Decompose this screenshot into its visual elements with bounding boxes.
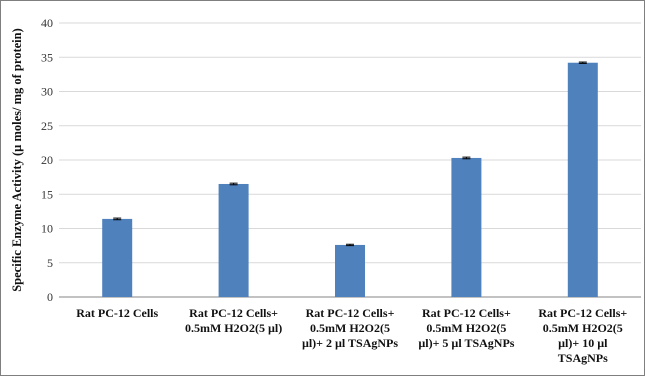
x-category-label-line: TSAgNPs bbox=[558, 351, 608, 365]
x-category-label-line: Rat PC-12 Cells+ bbox=[306, 306, 395, 320]
y-tick-label: 35 bbox=[41, 50, 53, 64]
error-bars bbox=[113, 61, 587, 247]
y-axis-label: Specific Enzyme Activity (µ moles/ mg of… bbox=[10, 28, 24, 292]
x-category-label-line: 0.5mM H2O2(5 bbox=[543, 321, 623, 335]
gridlines bbox=[59, 22, 641, 298]
error-bar bbox=[113, 217, 122, 221]
y-tick-labels: 0 5 10 15 20 25 30 35 40 bbox=[41, 16, 53, 304]
bars bbox=[102, 62, 598, 298]
bar bbox=[102, 218, 133, 297]
x-category-label-line: Rat PC-12 Cells bbox=[76, 306, 158, 320]
bar bbox=[567, 62, 598, 298]
x-category-label-line: Rat PC-12 Cells+ bbox=[422, 306, 511, 320]
y-tick-label: 40 bbox=[41, 16, 53, 30]
x-category-label: Rat PC-12 Cells+ 0.5mM H2O2(5 µl)+ 10 µl TS… bbox=[538, 306, 627, 365]
bar bbox=[335, 244, 365, 297]
y-tick-label: 20 bbox=[41, 153, 53, 167]
bar bbox=[218, 183, 249, 297]
x-category-label-line: Rat PC-12 Cells+ bbox=[189, 306, 278, 320]
y-tick-label: 30 bbox=[41, 85, 53, 99]
y-tick-label: 10 bbox=[41, 222, 53, 236]
y-tick-label: 0 bbox=[47, 290, 53, 304]
x-category-label-line: µl)+ 5 µl TSAgNPs bbox=[418, 336, 514, 350]
bar bbox=[451, 157, 482, 297]
x-category-label-line: 0.5mM H2O2(5 bbox=[310, 321, 390, 335]
x-category-label-line: Rat PC-12 Cells+ bbox=[538, 306, 627, 320]
x-category-label: Rat PC-12 Cells+ 0.5mM H2O2(5 µl)+ 2 µl TS… bbox=[302, 306, 398, 350]
error-bar bbox=[462, 156, 471, 160]
y-tick-label: 25 bbox=[41, 119, 53, 133]
error-bar bbox=[578, 61, 587, 64]
x-category-label-line: µl)+ 2 µl TSAgNPs bbox=[302, 336, 398, 350]
x-category-label: Rat PC-12 Cells+ 0.5mM H2O2(5 µl) bbox=[185, 306, 282, 335]
y-tick-label: 5 bbox=[47, 256, 53, 270]
x-category-label: Rat PC-12 Cells bbox=[76, 306, 158, 320]
y-tick-label: 15 bbox=[41, 187, 53, 201]
error-bar bbox=[346, 243, 354, 247]
x-category-label-line: µl)+ 10 µl bbox=[558, 336, 608, 350]
x-category-labels: Rat PC-12 Cells Rat PC-12 Cells+ 0.5mM H2O… bbox=[76, 306, 627, 365]
x-category-label: Rat PC-12 Cells+ 0.5mM H2O2(5 µl)+ 5 µl TS… bbox=[418, 306, 514, 350]
error-bar bbox=[229, 182, 238, 186]
x-category-label-line: 0.5mM H2O2(5 µl) bbox=[185, 321, 282, 335]
x-category-label-line: 0.5mM H2O2(5 bbox=[426, 321, 506, 335]
